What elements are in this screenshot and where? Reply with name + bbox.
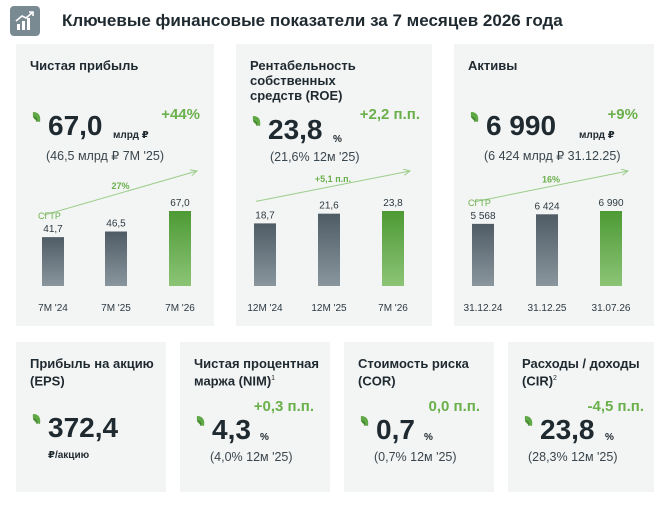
- card-title: Стоимость риска (COR): [358, 356, 469, 389]
- metric-change: 0,0 п.п.: [428, 398, 480, 415]
- trend-arrow-line: [255, 170, 411, 202]
- roe-card: Рентабельность собственных средств (ROE)…: [236, 44, 432, 326]
- bar-value-label: 41,7: [43, 224, 63, 235]
- assets-card: Активы 6 990 млрд ₽ +9% (6 424 млрд ₽ 31…: [454, 44, 654, 326]
- metric-unit: млрд ₽: [113, 130, 149, 141]
- bar-value-label: 18,7: [255, 210, 275, 221]
- roe-chart: 18,7 12М '24 21,6 12М '25 23,8 7М '26 +5,1 п.п…: [247, 168, 412, 314]
- metric-previous: (6 424 млрд ₽ 31.12.25): [484, 149, 621, 163]
- card-title: Активы: [468, 58, 518, 73]
- metric-unit: %: [260, 432, 269, 443]
- leaf-icon: [524, 414, 534, 427]
- trend-arrow-line: [473, 170, 629, 203]
- metric-unit: %: [333, 134, 342, 145]
- metric-change: -4,5 п.п.: [587, 398, 644, 415]
- bar-value-label: 5 568: [470, 211, 495, 222]
- metric-value: 23,8: [268, 114, 323, 145]
- bar-value-label: 67,0: [170, 198, 190, 209]
- page-header: Ключевые финансовые показатели за 7 меся…: [10, 6, 563, 36]
- x-tick-label: 31.12.25: [528, 303, 567, 314]
- bar-0: [254, 223, 276, 286]
- card-title: Рентабельность собственных средств (ROE): [250, 58, 356, 103]
- bar-1: [105, 231, 127, 286]
- bar-0: [472, 223, 494, 286]
- metric-value: 6 990: [486, 110, 557, 141]
- net-profit-chart: 41,7 7М '24 46,5 7М '25 67,0 7М '26 27% СГТР: [38, 169, 199, 314]
- x-tick-label: 12М '24: [247, 303, 283, 314]
- metric-unit: ₽/акцию: [48, 450, 90, 461]
- metric-previous: (46,5 млрд ₽ 7М '25): [46, 149, 164, 163]
- bar-0: [42, 237, 64, 286]
- trend-value: 16%: [542, 174, 560, 184]
- metric-change: +2,2 п.п.: [359, 106, 420, 123]
- page-title: Ключевые финансовые показатели за 7 меся…: [62, 11, 563, 30]
- trend-value: +5,1 п.п.: [315, 174, 351, 184]
- x-tick-label: 31.12.24: [464, 303, 503, 314]
- metric-unit: %: [424, 432, 433, 443]
- growth-chart-icon: [10, 6, 40, 36]
- leaf-icon: [360, 414, 370, 427]
- metric-change: +44%: [161, 106, 200, 123]
- trend-arrow-head: [403, 168, 412, 176]
- cor-card: Стоимость риска (COR) 0,0 п.п. 0,7 % (0,…: [344, 342, 494, 492]
- metric-previous: (28,3% 12м '25): [528, 450, 618, 464]
- bar-2: [600, 211, 622, 286]
- x-tick-label: 12М '25: [311, 303, 347, 314]
- metric-previous: (21,6% 12м '25): [270, 150, 360, 164]
- bar-value-label: 6 424: [534, 201, 559, 212]
- leaf-icon: [32, 110, 42, 123]
- leaf-icon: [32, 412, 42, 425]
- x-tick-label: 31.07.26: [592, 303, 631, 314]
- trend-label: СГТР: [38, 211, 61, 221]
- bar-2: [169, 211, 191, 286]
- metric-value: 4,3: [212, 414, 251, 445]
- metric-previous: (4,0% 12м '25): [210, 450, 293, 464]
- metric-unit: %: [605, 432, 614, 443]
- x-tick-label: 7М '26: [378, 303, 408, 314]
- x-tick-label: 7М '25: [101, 303, 131, 314]
- cir-card: Расходы / доходы (CIR)2 -4,5 п.п. 23,8 %…: [508, 342, 654, 492]
- card-title: Чистая прибыль: [30, 58, 139, 73]
- metric-previous: (0,7% 12м '25): [374, 450, 457, 464]
- metric-change: +9%: [607, 106, 638, 123]
- net-profit-card: Чистая прибыль 67,0 млрд ₽ +44% (46,5 мл…: [16, 44, 214, 326]
- assets-chart: 5 568 31.12.24 6 424 31.12.25 6 990 31.07.26 1…: [464, 168, 631, 314]
- bar-2: [382, 211, 404, 286]
- bar-value-label: 6 990: [598, 198, 623, 209]
- trend-arrow-head: [621, 168, 630, 176]
- trend-value: 27%: [111, 181, 129, 191]
- bar-value-label: 23,8: [383, 198, 403, 209]
- nim-card: Чистая процентная маржа (NIM)1 +0,3 п.п.…: [180, 342, 330, 492]
- metric-unit: млрд ₽: [579, 130, 615, 141]
- metric-value: 372,4: [48, 412, 119, 443]
- trend-arrow-line: [43, 170, 198, 216]
- metric-change: +0,3 п.п.: [253, 398, 314, 415]
- card-title: Прибыль на акцию (EPS): [30, 356, 154, 389]
- bar-value-label: 46,5: [106, 219, 126, 230]
- metric-value: 23,8: [540, 414, 595, 445]
- metric-value: 0,7: [376, 414, 415, 445]
- eps-card: Прибыль на акцию (EPS) 372,4 ₽/акцию: [16, 342, 166, 492]
- trend-label: СГТР: [468, 198, 491, 208]
- card-title: Чистая процентная маржа (NIM)1: [194, 356, 319, 389]
- leaf-icon: [470, 110, 480, 123]
- bar-1: [536, 214, 558, 286]
- x-tick-label: 7М '26: [165, 303, 195, 314]
- metric-value: 67,0: [48, 110, 103, 141]
- leaf-icon: [196, 414, 206, 427]
- bar-value-label: 21,6: [319, 201, 339, 212]
- bar-1: [318, 213, 340, 286]
- x-tick-label: 7М '24: [38, 303, 68, 314]
- card-title: Расходы / доходы (CIR)2: [522, 356, 640, 389]
- leaf-icon: [252, 114, 262, 127]
- trend-arrow-head: [190, 169, 199, 177]
